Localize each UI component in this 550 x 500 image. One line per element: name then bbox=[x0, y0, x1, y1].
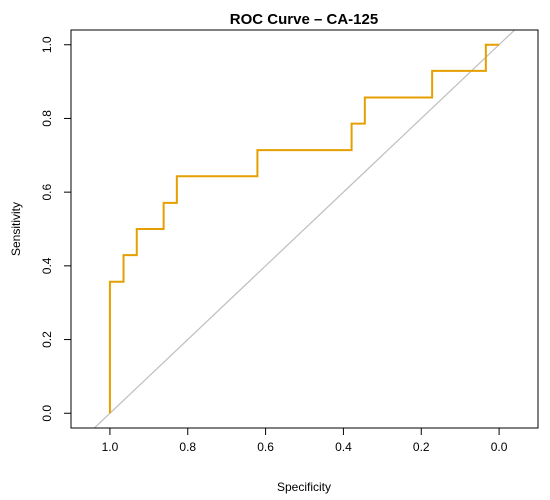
y-axis: 0.0 0.2 0.4 0.6 0.8 1.0 bbox=[40, 36, 71, 422]
y-tick-label: 0.8 bbox=[40, 110, 54, 127]
x-axis: 1.0 0.8 0.6 0.4 0.2 0.0 bbox=[102, 428, 508, 454]
y-axis-label: Sensitivity bbox=[9, 202, 23, 256]
plot-frame bbox=[70, 29, 539, 429]
x-tick-label: 0.0 bbox=[491, 440, 508, 454]
y-tick-label: 0.0 bbox=[40, 405, 54, 422]
reference-diagonal-line bbox=[93, 30, 516, 428]
x-axis-label: Specificity bbox=[277, 480, 331, 494]
x-tick-label: 0.2 bbox=[413, 440, 430, 454]
x-tick-label: 1.0 bbox=[102, 440, 119, 454]
reference-layer bbox=[93, 30, 516, 428]
y-tick-label: 1.0 bbox=[40, 36, 54, 53]
roc-curve-line bbox=[108, 43, 500, 414]
y-tick-label: 0.2 bbox=[40, 331, 54, 348]
chart-title: ROC Curve – CA-125 bbox=[230, 11, 378, 28]
x-tick-label: 0.4 bbox=[335, 440, 352, 454]
series-layer bbox=[108, 43, 500, 414]
x-tick-label: 0.8 bbox=[179, 440, 196, 454]
x-tick-label: 0.6 bbox=[257, 440, 274, 454]
y-tick-label: 0.4 bbox=[40, 257, 54, 274]
y-tick-label: 0.6 bbox=[40, 183, 54, 200]
